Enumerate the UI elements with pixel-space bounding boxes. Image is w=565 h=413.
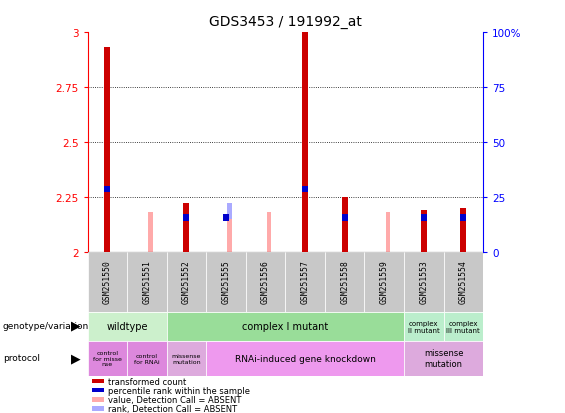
Text: value, Detection Call = ABSENT: value, Detection Call = ABSENT	[108, 395, 242, 404]
Bar	[325, 252, 364, 312]
Text: GSM251555: GSM251555	[221, 260, 231, 304]
Bar	[404, 313, 444, 341]
Bar	[342, 215, 347, 221]
Text: complex I mutant: complex I mutant	[242, 322, 328, 332]
Text: missense
mutation: missense mutation	[424, 349, 463, 368]
Bar	[346, 252, 350, 274]
Text: control
for RNAi: control for RNAi	[134, 353, 160, 364]
Bar	[421, 215, 427, 221]
Bar	[444, 313, 483, 341]
Bar	[223, 215, 229, 221]
Text: transformed count: transformed count	[108, 377, 186, 386]
Bar	[404, 252, 444, 312]
Text: GSM251557: GSM251557	[301, 260, 310, 304]
Bar	[88, 341, 127, 376]
Text: control
for misse
nse: control for misse nse	[93, 350, 122, 367]
Bar	[228, 204, 232, 219]
Bar	[184, 204, 189, 252]
Bar	[364, 252, 404, 312]
Text: ▶: ▶	[71, 351, 81, 365]
Text: RNAi-induced gene knockdown: RNAi-induced gene knockdown	[234, 354, 376, 363]
Text: GSM251556: GSM251556	[261, 260, 270, 304]
Bar	[302, 33, 308, 252]
Bar	[92, 397, 104, 401]
Bar	[92, 406, 104, 411]
Text: GSM251558: GSM251558	[340, 260, 349, 304]
Bar	[386, 213, 390, 252]
Text: GSM251559: GSM251559	[380, 260, 389, 304]
Text: complex
II mutant: complex II mutant	[408, 320, 440, 333]
Text: GSM251550: GSM251550	[103, 260, 112, 304]
Bar	[105, 48, 110, 252]
Bar	[105, 186, 110, 193]
Text: rank, Detection Call = ABSENT: rank, Detection Call = ABSENT	[108, 404, 237, 413]
Text: percentile rank within the sample: percentile rank within the sample	[108, 386, 250, 395]
Text: missense
mutation: missense mutation	[172, 353, 201, 364]
Bar	[267, 213, 271, 252]
Bar	[88, 313, 167, 341]
Text: wildtype: wildtype	[106, 322, 148, 332]
Bar	[460, 215, 466, 221]
Bar	[92, 379, 104, 383]
Bar	[285, 252, 325, 312]
Text: GSM251552: GSM251552	[182, 260, 191, 304]
Bar	[444, 252, 483, 312]
Text: complex
III mutant: complex III mutant	[446, 320, 480, 333]
Bar	[167, 313, 404, 341]
Bar	[421, 210, 427, 252]
Bar	[206, 341, 404, 376]
Text: GSM251554: GSM251554	[459, 260, 468, 304]
Bar	[127, 341, 167, 376]
Bar	[246, 252, 285, 312]
Title: GDS3453 / 191992_at: GDS3453 / 191992_at	[209, 15, 362, 29]
Bar	[88, 252, 127, 312]
Bar	[127, 252, 167, 312]
Text: protocol: protocol	[3, 354, 40, 363]
Text: GSM251553: GSM251553	[419, 260, 428, 304]
Bar	[184, 215, 189, 221]
Bar	[92, 388, 104, 392]
Bar	[167, 252, 206, 312]
Bar	[228, 204, 232, 252]
Bar	[342, 197, 347, 252]
Bar	[149, 213, 153, 252]
Bar	[167, 341, 206, 376]
Text: GSM251551: GSM251551	[142, 260, 151, 304]
Bar	[404, 341, 483, 376]
Bar	[302, 186, 308, 193]
Text: genotype/variation: genotype/variation	[3, 321, 89, 330]
Bar	[206, 252, 246, 312]
Bar	[460, 208, 466, 252]
Text: ▶: ▶	[71, 319, 81, 332]
